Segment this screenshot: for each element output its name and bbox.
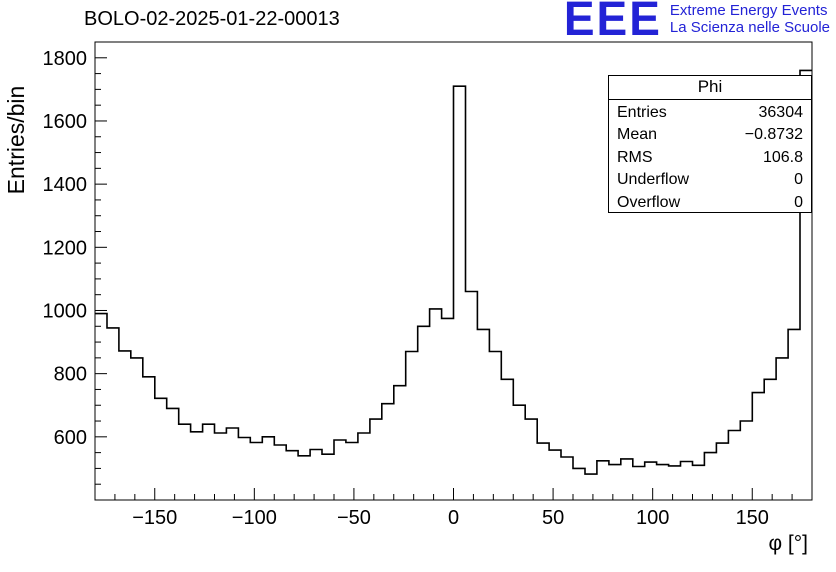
svg-text:600: 600 bbox=[54, 427, 87, 449]
stats-value: −0.8732 bbox=[744, 126, 803, 143]
stats-value: 106.8 bbox=[762, 148, 803, 166]
svg-text:1600: 1600 bbox=[43, 111, 88, 133]
logo-subtitle-line2: La Scienza nelle Scuole bbox=[669, 19, 830, 37]
stats-label: Entries bbox=[617, 103, 667, 121]
svg-text:150: 150 bbox=[736, 507, 769, 529]
svg-text:−100: −100 bbox=[232, 507, 277, 529]
stats-row-rms: RMS 106.8 bbox=[609, 145, 811, 168]
stats-label: Overflow bbox=[617, 193, 681, 211]
eee-logo-text: EEE bbox=[563, 0, 662, 46]
stats-label: RMS bbox=[617, 148, 653, 166]
stats-label: Mean bbox=[617, 126, 658, 143]
stats-label: Underflow bbox=[617, 171, 690, 188]
svg-text:100: 100 bbox=[636, 507, 669, 529]
stats-value: 0 bbox=[794, 193, 803, 211]
stats-row-overflow: Overflow 0 bbox=[609, 190, 811, 213]
svg-text:800: 800 bbox=[54, 364, 87, 386]
svg-text:1400: 1400 bbox=[43, 174, 88, 196]
svg-text:1000: 1000 bbox=[43, 300, 88, 322]
stats-row-entries: Entries 36304 bbox=[609, 100, 811, 123]
logo-subtitle-line1: Extreme Energy Events bbox=[669, 2, 828, 19]
svg-text:−150: −150 bbox=[132, 507, 177, 529]
svg-text:1800: 1800 bbox=[43, 48, 88, 70]
svg-text:−50: −50 bbox=[337, 507, 371, 529]
eee-logo: EEE Extreme Energy Events La Scienza nel… bbox=[563, 0, 830, 46]
stats-value: 0 bbox=[794, 171, 803, 188]
eee-logo-subtitles: Extreme Energy Events La Scienza nelle S… bbox=[670, 0, 830, 37]
stats-row-underflow: Underflow 0 bbox=[609, 168, 811, 191]
svg-text:φ [°]: φ [°] bbox=[768, 532, 808, 555]
svg-text:50: 50 bbox=[542, 507, 564, 529]
svg-text:1200: 1200 bbox=[43, 237, 88, 259]
stats-box-title: Phi bbox=[609, 76, 811, 100]
plot-title: BOLO-02-2025-01-22-00013 bbox=[84, 8, 340, 30]
stats-row-mean: Mean −0.8732 bbox=[609, 123, 811, 146]
svg-text:Entries/bin: Entries/bin bbox=[3, 86, 29, 195]
svg-text:0: 0 bbox=[448, 507, 459, 529]
stats-value: 36304 bbox=[758, 103, 804, 121]
stats-box: Phi Entries 36304 Mean −0.8732 RMS 106.8… bbox=[608, 75, 812, 213]
